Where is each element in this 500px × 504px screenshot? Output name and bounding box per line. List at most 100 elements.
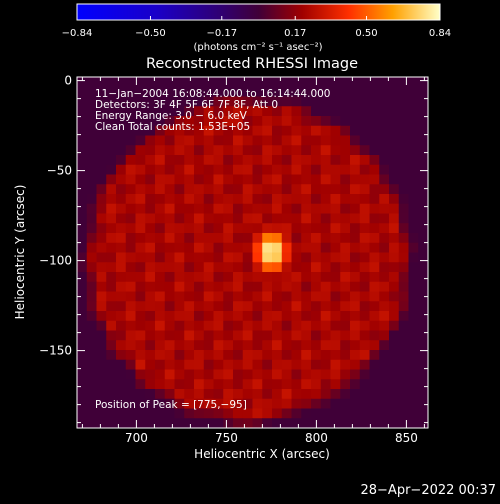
heatmap-cell — [194, 174, 205, 185]
heatmap-cell — [281, 194, 293, 205]
heatmap-cell — [369, 359, 380, 371]
heatmap-cell — [340, 379, 351, 390]
heatmap-cell — [77, 311, 88, 322]
heatmap-cell — [272, 242, 283, 254]
heatmap-cell — [194, 408, 205, 419]
heatmap-cell — [291, 408, 302, 419]
heatmap-cell — [213, 272, 224, 283]
heatmap-cell — [272, 398, 283, 410]
heatmap-cell — [359, 379, 371, 390]
heatmap-cell — [311, 223, 322, 234]
colorbar-unit-label: (photons cm⁻² s⁻¹ asec⁻²) — [193, 42, 322, 53]
heatmap-cell — [96, 242, 107, 254]
heatmap-cell — [194, 223, 205, 234]
heatmap-cell — [203, 213, 215, 224]
heatmap-cell — [77, 330, 88, 341]
heatmap-cell — [184, 418, 195, 428]
heatmap-image — [77, 77, 428, 428]
heatmap-cell — [291, 281, 302, 293]
heatmap-cell — [145, 242, 156, 254]
heatmap-cell — [398, 135, 410, 146]
heatmap-cell — [262, 389, 273, 400]
heatmap-cell — [311, 320, 322, 332]
heatmap-cell — [96, 359, 107, 371]
heatmap-cell — [174, 96, 185, 107]
heatmap-cell — [340, 262, 351, 273]
heatmap-cell — [106, 320, 117, 332]
heatmap-cell — [262, 301, 273, 312]
heatmap-cell — [155, 398, 166, 410]
heatmap-cell — [350, 379, 361, 390]
heatmap-cell — [379, 125, 390, 137]
heatmap-cell — [359, 213, 371, 224]
heatmap-cell — [398, 174, 410, 185]
heatmap-cell — [135, 330, 146, 341]
heatmap-cell — [418, 291, 428, 302]
heatmap-cell — [155, 359, 166, 371]
heatmap-cell — [408, 359, 419, 371]
heatmap-cell — [116, 86, 127, 98]
heatmap-cell — [252, 340, 263, 351]
heatmap-cell — [369, 164, 380, 176]
heatmap-cell — [223, 389, 234, 400]
heatmap-cell — [184, 389, 195, 400]
heatmap-cell — [340, 320, 351, 332]
heatmap-cell — [174, 164, 185, 176]
heatmap-cell — [145, 262, 156, 273]
heatmap-cell — [311, 408, 322, 419]
heatmap-cell — [184, 125, 195, 137]
heatmap-cell — [359, 164, 371, 176]
heatmap-cell — [418, 242, 428, 254]
heatmap-cell — [291, 301, 302, 312]
heatmap-cell — [77, 301, 88, 312]
heatmap-cell — [77, 272, 88, 283]
heatmap-cell — [379, 223, 390, 234]
heatmap-cell — [408, 106, 419, 117]
heatmap-cell — [398, 262, 410, 273]
heatmap-cell — [135, 174, 146, 185]
heatmap-cell — [301, 418, 312, 428]
heatmap-cell — [252, 389, 263, 400]
heatmap-cell — [291, 135, 302, 146]
heatmap-cell — [281, 359, 293, 371]
heatmap-cell — [116, 359, 127, 371]
heatmap-cell — [418, 389, 428, 400]
heatmap-cell — [252, 203, 263, 215]
heatmap-cell — [233, 408, 244, 419]
heatmap-cell — [194, 194, 205, 205]
heatmap-cell — [223, 311, 234, 322]
heatmap-cell — [194, 291, 205, 302]
heatmap-cell — [291, 174, 302, 185]
heatmap-cell — [174, 311, 185, 322]
heatmap-cell — [155, 223, 166, 234]
heatmap-cell — [155, 213, 166, 224]
heatmap-cell — [77, 155, 88, 166]
heatmap-cell — [262, 272, 273, 283]
heatmap-cell — [106, 369, 117, 380]
heatmap-cell — [418, 116, 428, 127]
heatmap-cell — [184, 174, 195, 185]
heatmap-cell — [272, 194, 283, 205]
heatmap-cell — [291, 77, 302, 88]
heatmap-cell — [291, 106, 302, 117]
heatmap-cell — [145, 164, 156, 176]
heatmap-cell — [291, 311, 302, 322]
heatmap-cell — [389, 242, 400, 254]
heatmap-cell — [281, 291, 293, 302]
heatmap-cell — [320, 320, 332, 332]
heatmap-cell — [369, 233, 380, 244]
heatmap-cell — [233, 252, 244, 263]
heatmap-cell — [281, 233, 293, 244]
heatmap-cell — [116, 252, 127, 263]
heatmap-cell — [408, 320, 419, 332]
heatmap-cell — [330, 174, 341, 185]
heatmap-cell — [106, 116, 117, 127]
heatmap-cell — [418, 213, 428, 224]
heatmap-cell — [262, 350, 273, 361]
heatmap-cell — [291, 145, 302, 156]
heatmap-cell — [262, 223, 273, 234]
heatmap-cell — [194, 272, 205, 283]
heatmap-cell — [311, 359, 322, 371]
heatmap-cell — [203, 281, 215, 293]
heatmap-cell — [272, 320, 283, 332]
